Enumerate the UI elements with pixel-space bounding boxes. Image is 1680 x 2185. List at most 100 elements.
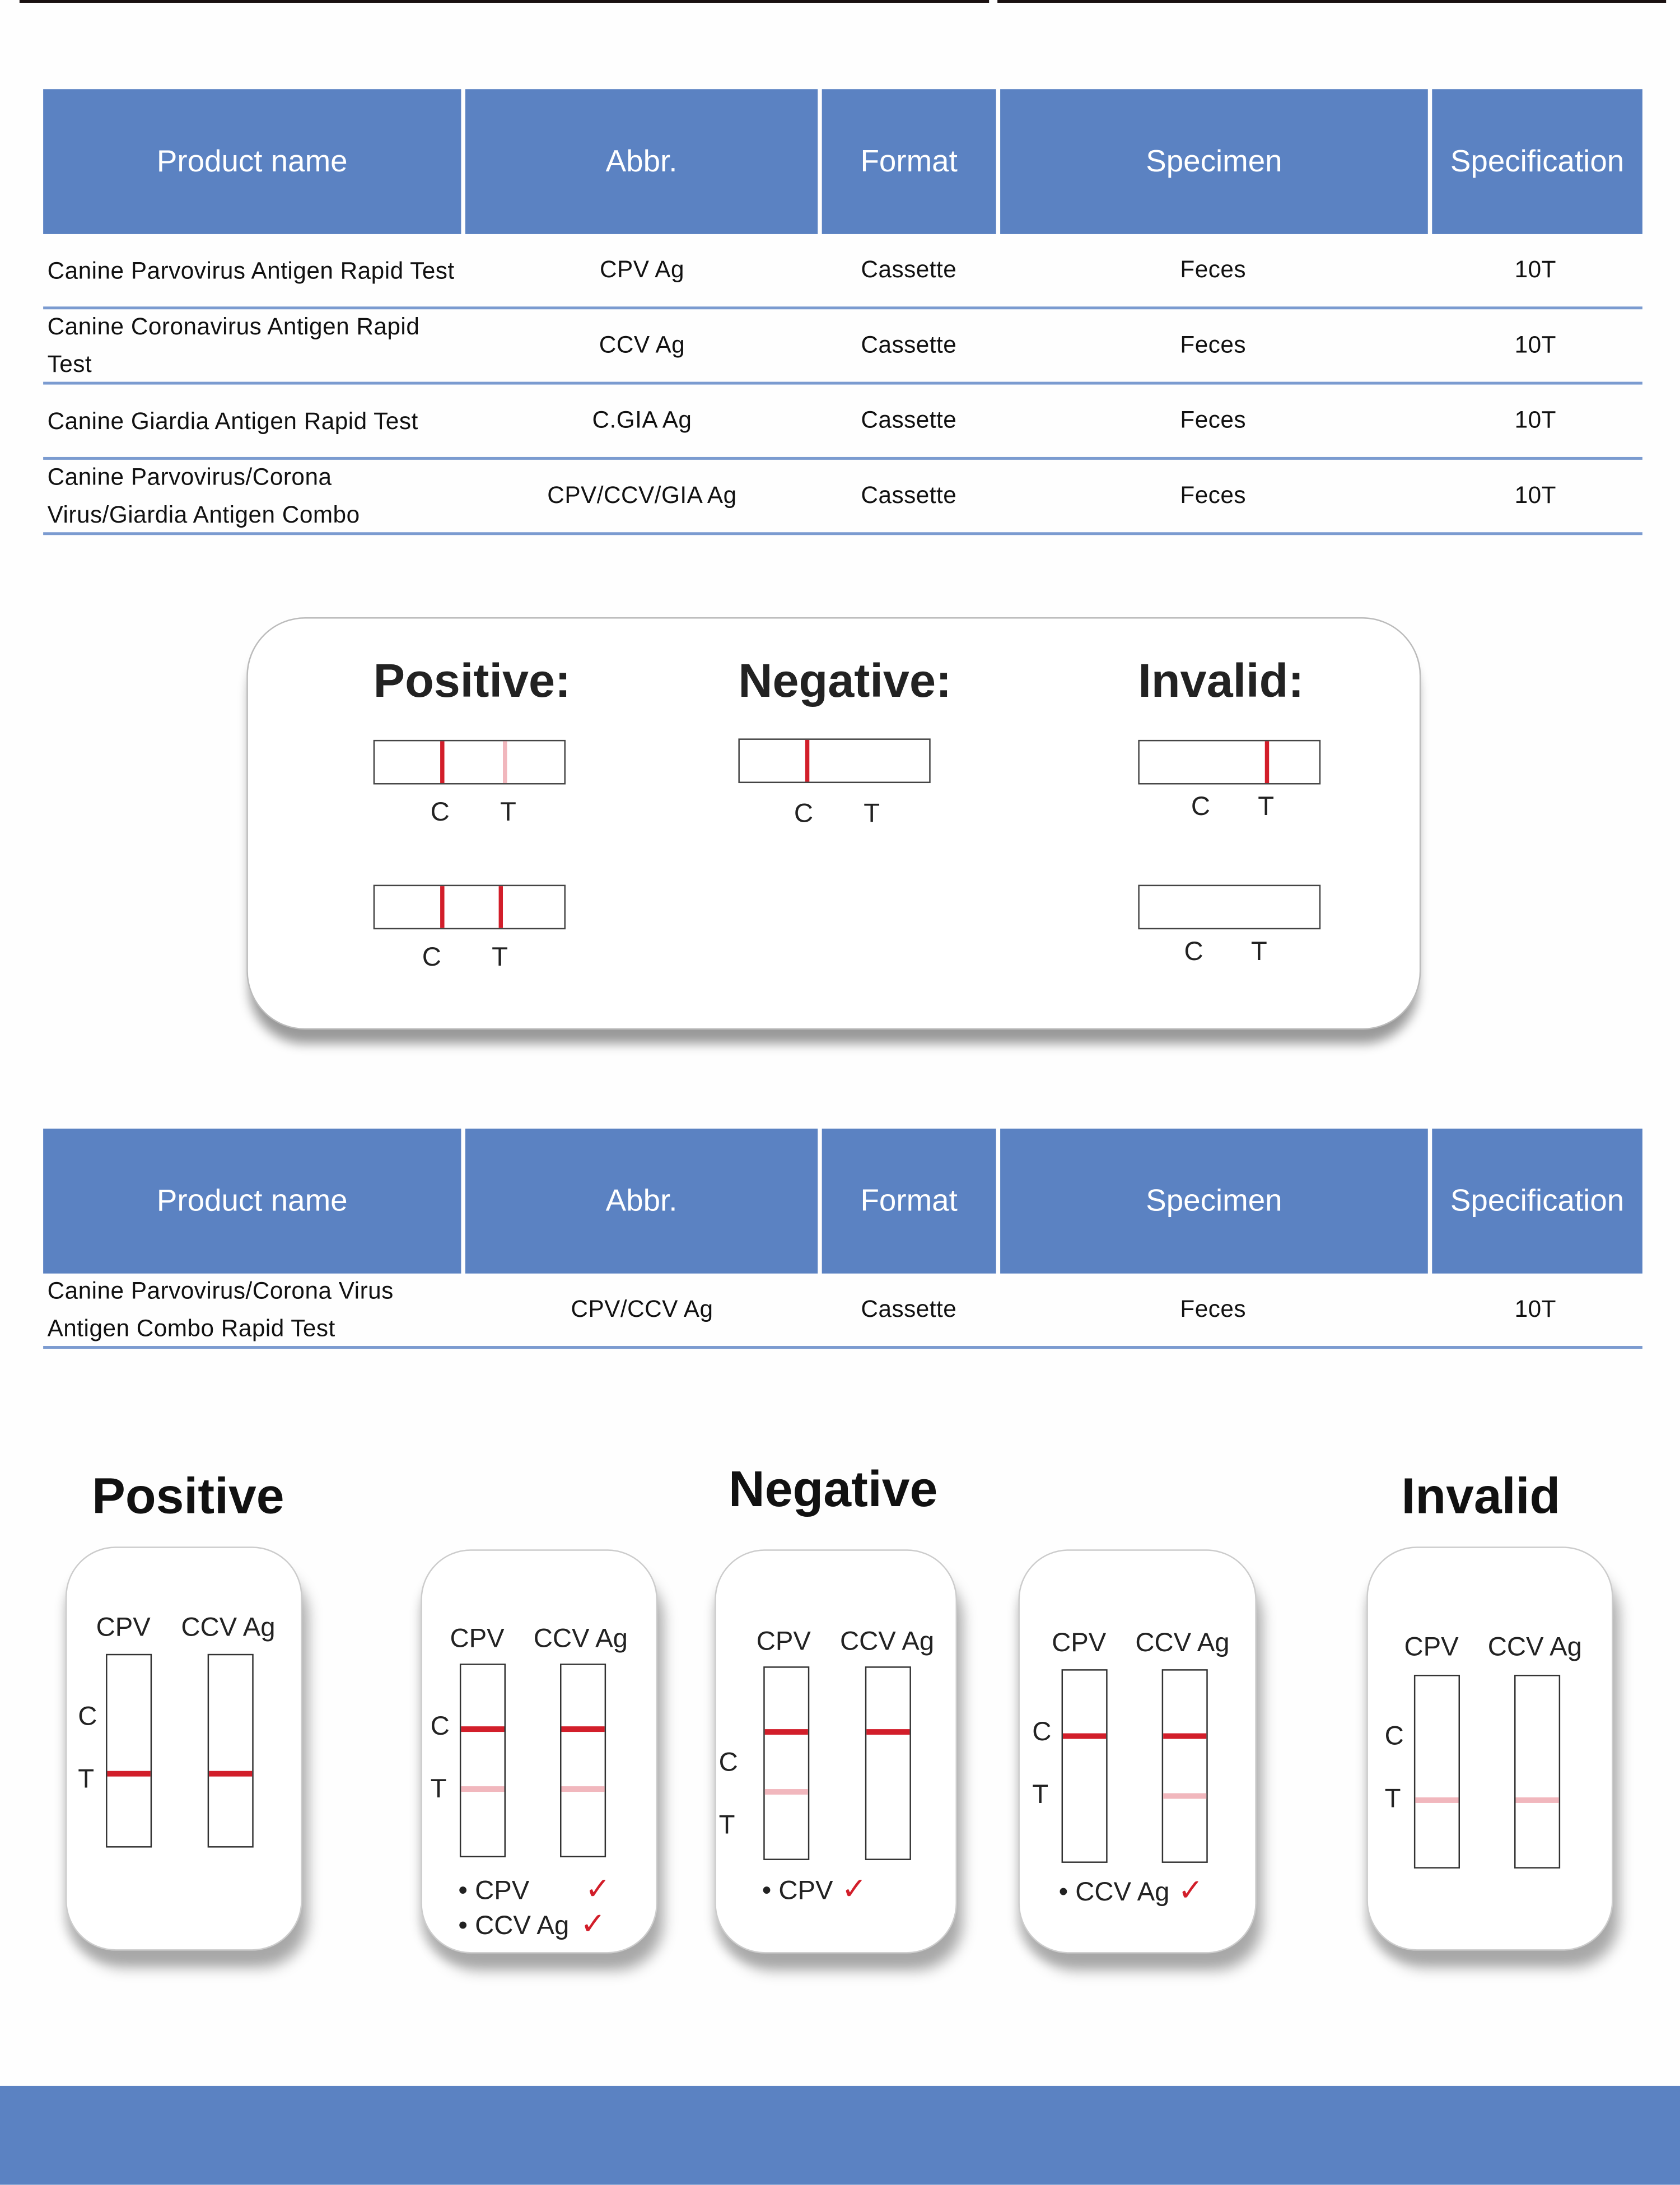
product-table-1: Product name Abbr. Format Specimen Speci… [43, 89, 1642, 535]
check-icon: ✓ [1178, 1872, 1204, 1908]
header-product-name: Product name [43, 1128, 461, 1274]
top-divider [19, 0, 990, 3]
ccv-strip [1161, 1669, 1208, 1863]
t-label: T [1250, 938, 1267, 967]
c-label: C [78, 1702, 97, 1732]
cpv-strip [1413, 1675, 1460, 1869]
bullet-label: • CCV Ag [1058, 1878, 1170, 1908]
header-specification: Specification [1432, 89, 1642, 234]
header-specimen: Specimen [1000, 89, 1428, 234]
test-strip-invalid-blank [1138, 884, 1321, 930]
t-label: T [1032, 1781, 1049, 1810]
control-line [805, 739, 810, 782]
format: Cassette [861, 1296, 957, 1322]
product-name: Canine Giardia Antigen Rapid Test [47, 407, 418, 434]
test-strip-positive [373, 884, 566, 930]
product-name: Canine Parvovirus/Corona Virus/Giardia A… [47, 464, 360, 528]
t-label: T [500, 798, 516, 828]
header-format: Format [822, 1128, 996, 1274]
ccv-label: CCV Ag [533, 1624, 628, 1654]
check-icon: ✓ [585, 1871, 611, 1907]
specification: 10T [1514, 256, 1557, 283]
c-label: C [1191, 793, 1211, 822]
cassette-positive [65, 1546, 302, 1951]
control-line [461, 1726, 505, 1732]
table-row: Canine Giardia Antigen Rapid Test C.GIA … [43, 385, 1642, 460]
table-row: Canine Parvovirus/Corona Virus Antigen C… [43, 1274, 1642, 1349]
check-icon: ✓ [580, 1906, 606, 1941]
product-name: Canine Parvovirus/Corona Virus Antigen C… [47, 1278, 394, 1342]
t-label: T [78, 1765, 95, 1795]
abbr: CPV/CCV Ag [571, 1296, 713, 1322]
test-strip-invalid-test-only [1138, 739, 1321, 785]
abbr: CPV Ag [599, 256, 685, 283]
test-line-faint [1415, 1797, 1459, 1803]
cpv-label: CPV [450, 1624, 505, 1654]
bullet-cpv: • CPV ✓ [458, 1871, 610, 1908]
specimen: Feces [1180, 482, 1247, 509]
format: Cassette [861, 407, 957, 434]
specification: 10T [1514, 1296, 1557, 1322]
t-label: T [864, 799, 880, 830]
abbr: CPV/CCV/GIA Ag [547, 482, 737, 509]
test-strip-negative [738, 738, 931, 784]
table-header: Product name Abbr. Format Specimen Speci… [43, 1128, 1642, 1274]
ccv-strip [207, 1653, 254, 1848]
test-line-faint [764, 1789, 808, 1795]
control-line [440, 741, 445, 784]
header-abbr: Abbr. [465, 89, 818, 234]
control-line [440, 886, 445, 928]
bullet-label: • CPV [762, 1876, 833, 1907]
specimen: Feces [1180, 256, 1247, 283]
test-line-faint [561, 1786, 605, 1792]
ccv-strip [865, 1666, 911, 1860]
cassette-invalid [1366, 1546, 1613, 1951]
invalid-title: Invalid: [1138, 655, 1304, 708]
header-abbr: Abbr. [465, 1128, 818, 1274]
t-label: T [492, 943, 508, 973]
cpv-label: CPV [756, 1627, 811, 1657]
positive-title: Positive: [373, 655, 571, 708]
specimen: Feces [1180, 332, 1247, 358]
control-line [866, 1729, 910, 1735]
specification: 10T [1514, 407, 1557, 434]
test-line [209, 1771, 253, 1777]
format: Cassette [861, 482, 957, 509]
ccv-strip [1514, 1675, 1561, 1869]
bullet-cpv: • CPV ✓ [762, 1871, 867, 1908]
test-strip-positive-faint [373, 739, 566, 785]
c-label: C [718, 1748, 738, 1778]
positive-title: Positive [92, 1467, 284, 1525]
specification: 10T [1514, 332, 1557, 358]
table-row: Canine Coronavirus Antigen Rapid Test CC… [43, 309, 1642, 385]
test-line-faint [1163, 1793, 1207, 1799]
bullet-label: • CCV Ag [458, 1911, 570, 1941]
cpv-label: CPV [1404, 1633, 1459, 1662]
bullet-ccv: • CCV Ag ✓ [458, 1906, 606, 1942]
t-label: T [1258, 793, 1275, 822]
c-label: C [1384, 1722, 1404, 1751]
cassette-negative-cpv [715, 1549, 957, 1954]
specification: 10T [1514, 482, 1557, 509]
invalid-title: Invalid [1401, 1467, 1561, 1525]
c-label: C [430, 798, 450, 828]
c-label: C [422, 943, 441, 973]
product-name: Canine Parvovirus Antigen Rapid Test [47, 257, 455, 284]
ccv-label: CCV Ag [181, 1613, 276, 1643]
header-specimen: Specimen [1000, 1128, 1428, 1274]
cassette-negative-ccv [1018, 1549, 1257, 1954]
header-format: Format [822, 89, 996, 234]
t-label: T [1384, 1785, 1401, 1814]
cpv-strip [1061, 1669, 1108, 1863]
test-line-faint [503, 741, 507, 784]
header-specification: Specification [1432, 1128, 1642, 1274]
c-label: C [1032, 1718, 1052, 1748]
negative-title: Negative: [738, 655, 952, 708]
negative-title: Negative [729, 1460, 938, 1517]
specimen: Feces [1180, 1296, 1247, 1322]
format: Cassette [861, 332, 957, 358]
t-label: T [718, 1811, 735, 1841]
cpv-strip [459, 1664, 506, 1857]
cpv-label: CPV [1052, 1629, 1107, 1658]
product-table-2: Product name Abbr. Format Specimen Speci… [43, 1128, 1642, 1349]
